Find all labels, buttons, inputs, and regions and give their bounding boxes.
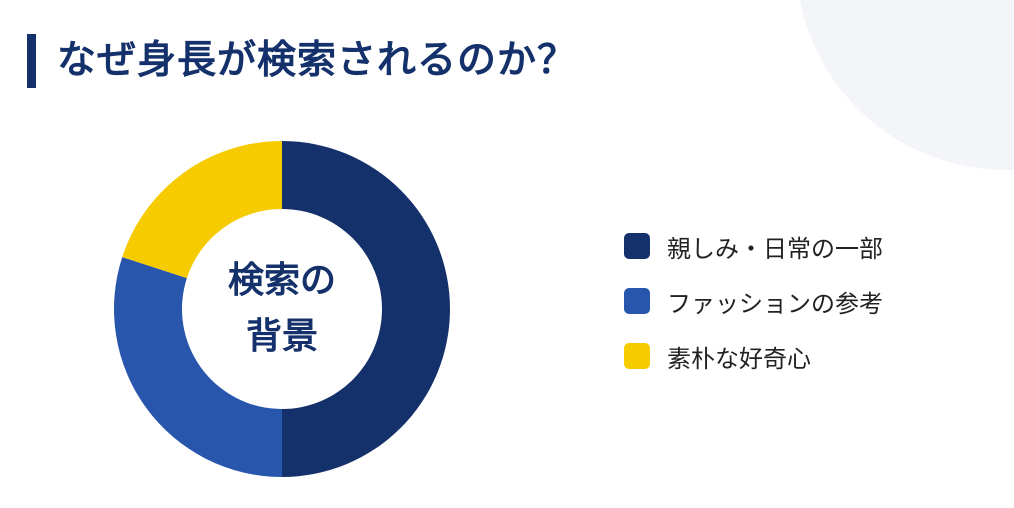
donut-slice [282, 141, 450, 477]
legend-label: 素朴な好奇心 [667, 344, 811, 373]
donut-slice [113, 257, 282, 477]
corner-decoration [796, 0, 1014, 170]
legend-swatch [624, 288, 650, 314]
legend-label: ファッションの参考 [667, 289, 883, 318]
legend-item: ファッションの参考 [624, 283, 883, 319]
legend-item: 親しみ・日常の一部 [624, 228, 883, 264]
donut-slice [122, 141, 282, 279]
legend-swatch [624, 343, 650, 369]
legend-swatch [624, 233, 650, 259]
page-title: なぜ身長が検索されるのか？ [57, 38, 578, 83]
donut-chart [113, 141, 450, 477]
chart-legend: 親しみ・日常の一部 ファッションの参考 素朴な好奇心 [624, 228, 883, 393]
donut-center-label: 検索の 背景 [182, 253, 382, 365]
legend-label: 親しみ・日常の一部 [667, 234, 883, 263]
title-accent-bar [27, 34, 36, 88]
legend-item: 素朴な好奇心 [624, 338, 883, 374]
center-label-line-1: 検索の [227, 260, 336, 301]
center-label-line-2: 背景 [245, 316, 318, 357]
